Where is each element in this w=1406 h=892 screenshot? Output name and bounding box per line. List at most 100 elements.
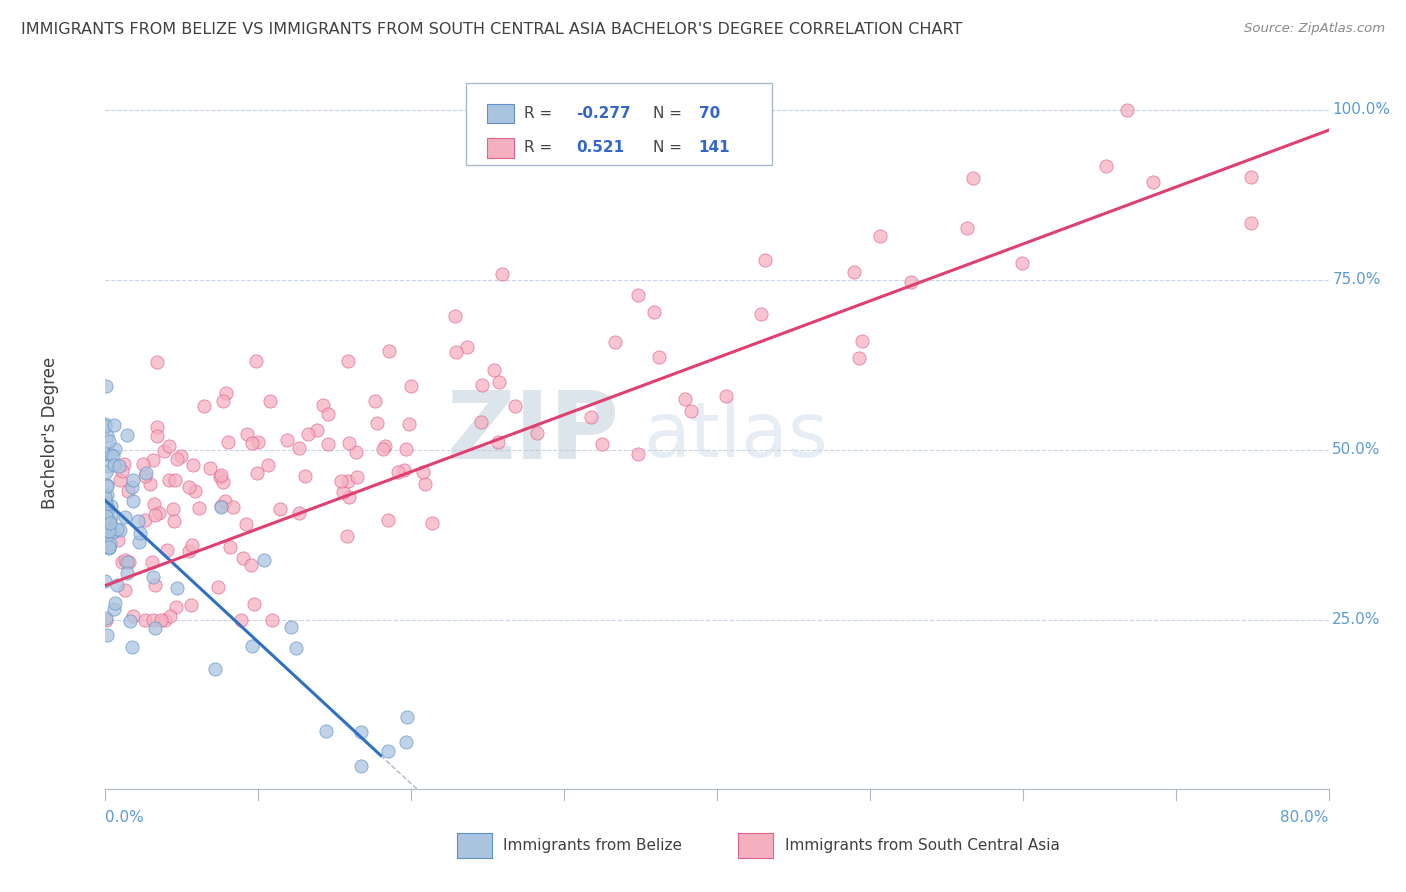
Point [962, 171, 984, 186]
Point [181, 538, 204, 552]
Point [312, 398, 335, 412]
Point [103, 418, 125, 433]
Point [94, 447, 117, 461]
Point [378, 344, 401, 359]
Point [235, 517, 257, 532]
Point [143, 621, 166, 635]
Point [486, 435, 509, 450]
Point [398, 417, 420, 432]
Point [94, 419, 117, 434]
Point [471, 377, 494, 392]
Point [648, 350, 671, 364]
Point [332, 485, 354, 500]
Point [96, 507, 118, 521]
Point [212, 394, 235, 409]
Point [142, 453, 165, 467]
Point [187, 500, 209, 515]
Point [115, 555, 138, 569]
Point [112, 457, 135, 471]
Point [280, 620, 302, 634]
Point [242, 597, 264, 611]
Point [134, 613, 156, 627]
Point [105, 523, 128, 537]
Point [121, 609, 143, 624]
Point [364, 394, 387, 409]
Point [422, 516, 444, 531]
Point [103, 602, 125, 616]
Point [749, 307, 772, 321]
Point [851, 334, 873, 348]
Point [754, 252, 776, 267]
Point [143, 578, 166, 592]
Point [456, 340, 478, 354]
Point [157, 439, 180, 453]
Point [115, 428, 138, 442]
Point [673, 392, 696, 406]
Point [128, 526, 150, 541]
Point [94, 512, 117, 526]
Point [337, 436, 360, 450]
Point [257, 458, 280, 472]
Point [394, 442, 416, 456]
Point [252, 553, 274, 567]
Point [412, 465, 434, 479]
Point [294, 468, 316, 483]
Point [152, 444, 174, 458]
Point [844, 265, 866, 279]
Point [156, 543, 179, 558]
Point [714, 389, 737, 403]
Text: 80.0%: 80.0% [1281, 810, 1329, 825]
Point [232, 551, 254, 566]
Point [1094, 159, 1116, 173]
Point [166, 452, 188, 467]
Point [848, 351, 870, 366]
Point [96, 627, 118, 641]
Point [98, 541, 121, 555]
Point [444, 345, 467, 359]
Text: -0.277: -0.277 [576, 106, 631, 121]
Point [240, 558, 263, 572]
Point [118, 555, 141, 569]
Text: 0.521: 0.521 [576, 140, 624, 155]
Point [900, 275, 922, 289]
Point [443, 310, 465, 324]
Point [94, 611, 117, 625]
FancyBboxPatch shape [467, 83, 772, 165]
Point [396, 710, 419, 724]
Point [605, 334, 627, 349]
Point [297, 426, 319, 441]
Point [131, 458, 153, 472]
Point [179, 544, 201, 558]
Point [107, 458, 129, 473]
Point [193, 399, 215, 413]
Point [96, 502, 118, 516]
Point [208, 470, 231, 484]
Point [219, 540, 242, 554]
Point [103, 596, 125, 610]
Point [94, 574, 117, 589]
Point [143, 496, 166, 510]
Point [105, 577, 128, 591]
Point [145, 429, 167, 443]
Point [128, 535, 150, 549]
Point [145, 355, 167, 369]
Point [415, 476, 437, 491]
Point [94, 417, 117, 432]
Point [170, 449, 193, 463]
Point [94, 491, 117, 505]
Point [366, 417, 388, 431]
Point [1142, 175, 1164, 189]
Point [491, 267, 513, 281]
Point [336, 529, 359, 543]
Point [94, 508, 117, 523]
Point [94, 465, 117, 479]
Point [488, 375, 510, 389]
Point [330, 474, 353, 488]
Point [869, 228, 891, 243]
Point [1240, 169, 1263, 184]
Point [103, 458, 125, 472]
Point [315, 724, 337, 739]
Point [246, 466, 269, 480]
Point [482, 363, 505, 377]
Point [98, 513, 121, 527]
